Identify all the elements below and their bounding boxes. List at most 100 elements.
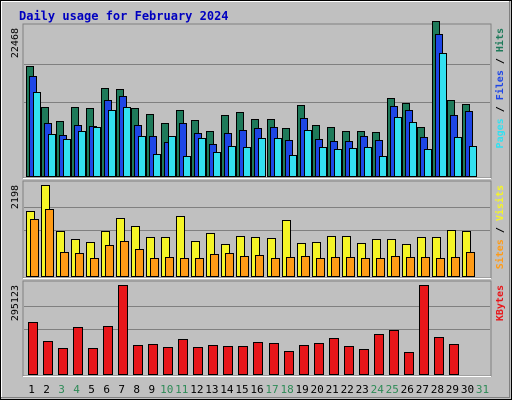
bar-kbytes xyxy=(449,344,459,375)
bar-kbytes xyxy=(193,347,203,375)
day-label: 24 xyxy=(371,383,385,396)
bar-pages xyxy=(304,130,312,177)
bar-sites xyxy=(316,258,325,277)
bar-sites xyxy=(331,257,340,277)
legend-files: Files xyxy=(494,70,506,100)
bar-sites xyxy=(150,258,159,277)
bar-kbytes xyxy=(374,334,384,375)
bar-kbytes xyxy=(284,351,294,375)
day-label: 16 xyxy=(250,383,263,396)
bar-kbytes xyxy=(269,343,279,375)
bar-pages xyxy=(78,131,86,177)
bar-kbytes xyxy=(238,346,248,375)
legend: KBytes xyxy=(495,285,506,321)
bar-pages xyxy=(63,139,71,177)
bar-sites xyxy=(45,209,54,277)
bar-kbytes xyxy=(299,345,309,375)
bar-pages xyxy=(228,146,236,177)
day-label: 20 xyxy=(310,383,323,396)
legend-separator: / xyxy=(495,100,506,118)
bar-kbytes xyxy=(359,349,369,375)
bar-kbytes xyxy=(404,352,414,375)
bar-pages xyxy=(289,155,297,177)
day-label: 11 xyxy=(175,383,188,396)
bar-kbytes xyxy=(103,326,113,375)
bar-pages xyxy=(379,156,387,177)
y-max-label: 2198 xyxy=(10,185,21,209)
bar-kbytes xyxy=(223,346,233,375)
legend-hits: Hits xyxy=(494,28,506,52)
bar-kbytes xyxy=(43,341,53,375)
legend: Pages / Files / Hits xyxy=(494,28,506,148)
day-label: 22 xyxy=(341,383,354,396)
bar-kbytes xyxy=(163,347,173,375)
chart-panels: 22468 Pages / Files / Hits 2198 Sites / Vis… xyxy=(10,21,506,377)
bar-pages xyxy=(108,110,116,177)
bar-sites xyxy=(466,252,475,277)
day-label: 15 xyxy=(235,383,248,396)
bar-pages xyxy=(258,138,266,177)
bar-kbytes xyxy=(133,345,143,375)
day-label: 7 xyxy=(118,383,125,396)
day-label: 25 xyxy=(386,383,399,396)
bar-sites xyxy=(165,257,174,277)
bar-sites xyxy=(361,258,370,277)
bar-sites xyxy=(421,257,430,277)
bar-kbytes xyxy=(28,322,38,375)
day-label: 28 xyxy=(431,383,444,396)
day-label: 3 xyxy=(58,383,65,396)
bar-pages xyxy=(33,92,41,177)
bar-pages xyxy=(138,136,146,177)
day-label: 13 xyxy=(205,383,218,396)
bar-pages xyxy=(213,152,221,177)
bar-pages xyxy=(153,154,161,177)
day-label: 10 xyxy=(160,383,173,396)
day-label: 29 xyxy=(446,383,459,396)
bar-sites xyxy=(346,257,355,277)
bar-sites xyxy=(451,257,460,277)
bar-kbytes xyxy=(178,339,188,375)
bar-kbytes xyxy=(419,285,429,375)
bar-kbytes xyxy=(329,338,339,375)
day-label: 2 xyxy=(43,383,50,396)
y-max-label: 295123 xyxy=(10,285,21,321)
bar-pages xyxy=(274,138,282,177)
bar-sites xyxy=(225,253,234,277)
bar-pages xyxy=(319,147,327,177)
bar-kbytes xyxy=(73,327,83,375)
y-max-label: 22468 xyxy=(10,28,21,58)
bar-sites xyxy=(286,257,295,277)
bar-pages xyxy=(198,138,206,177)
day-label: 5 xyxy=(88,383,95,396)
panel-visits: 2198 Sites / Visits xyxy=(10,180,506,279)
day-label: 17 xyxy=(265,383,278,396)
bar-pages xyxy=(349,148,357,177)
day-label: 1 xyxy=(28,383,35,396)
bar-sites xyxy=(240,256,249,277)
bar-sites xyxy=(436,258,445,277)
bar-kbytes xyxy=(88,348,98,375)
day-label: 8 xyxy=(133,383,140,396)
bar-pages xyxy=(48,134,56,177)
day-label: 6 xyxy=(103,383,110,396)
day-label: 18 xyxy=(280,383,293,396)
bar-sites xyxy=(391,256,400,277)
bar-sites xyxy=(210,254,219,277)
bar-kbytes xyxy=(253,342,263,375)
bar-pages xyxy=(183,156,191,177)
bar-kbytes xyxy=(208,345,218,375)
legend-kbytes: KBytes xyxy=(495,285,506,321)
legend: Sites / Visits xyxy=(494,185,506,269)
bar-sites xyxy=(60,252,69,277)
bar-pages xyxy=(409,122,417,177)
bar-pages xyxy=(439,53,447,177)
bar-kbytes xyxy=(314,343,324,375)
bar-pages xyxy=(243,147,251,177)
day-label: 12 xyxy=(190,383,203,396)
bar-pages xyxy=(93,127,101,177)
bar-sites xyxy=(75,253,84,277)
bar-pages xyxy=(394,117,402,177)
legend-separator: / xyxy=(495,52,506,70)
